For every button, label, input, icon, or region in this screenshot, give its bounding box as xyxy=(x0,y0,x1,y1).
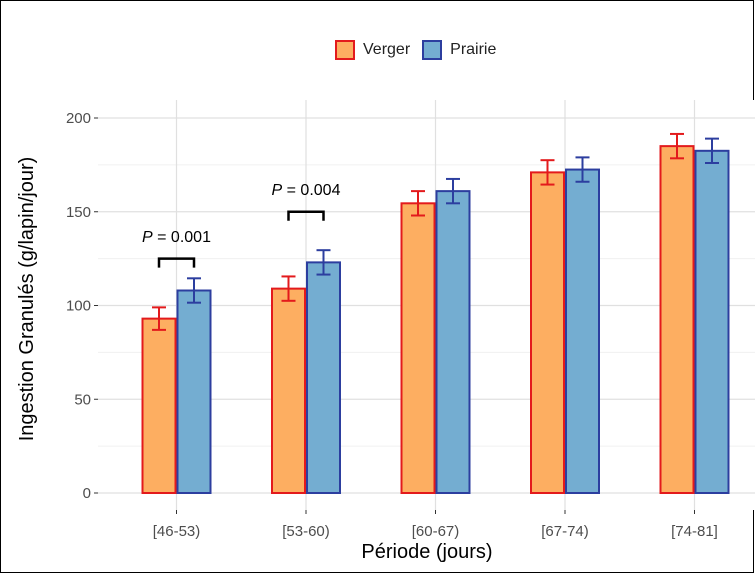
bar-prairie-0 xyxy=(176,289,212,494)
y-tick-label: 150 xyxy=(66,204,91,221)
significance-bracket-0 xyxy=(157,257,196,268)
axes: 0 50 100 150 200 [46-53) [53-60) [60-67) [67-74)… xyxy=(66,110,718,540)
x-axis-title: Période (jours) xyxy=(361,541,492,563)
y-axis-title: Ingestion Granulés (g/lapin/jour) xyxy=(16,157,38,442)
x-tick-label: [74-81] xyxy=(671,523,718,540)
bar-prairie-2 xyxy=(435,190,471,494)
error-bars xyxy=(152,132,719,331)
x-tick-label: [46-53) xyxy=(153,523,201,540)
legend-item-prairie: Prairie xyxy=(422,40,496,60)
bar-verger-3 xyxy=(530,171,565,494)
bar-verger-2 xyxy=(400,202,436,494)
bar-verger-4 xyxy=(659,145,695,494)
bar-verger-0 xyxy=(141,317,177,494)
y-tick-label: 0 xyxy=(83,485,91,502)
legend-key-verger xyxy=(335,40,355,60)
p-value-label-0: P = 0.001 xyxy=(142,229,211,246)
legend-item-verger: Verger xyxy=(335,40,410,60)
bar-prairie-1 xyxy=(306,261,341,494)
bar-prairie-4 xyxy=(694,149,730,494)
x-tick-label: [67-74) xyxy=(541,523,589,540)
legend-label-prairie: Prairie xyxy=(450,41,497,58)
x-tick-label: [53-60) xyxy=(282,523,330,540)
legend-key-prairie xyxy=(422,40,443,60)
y-tick-label: 50 xyxy=(74,391,91,408)
significance-bracket-1 xyxy=(287,210,325,221)
y-tick-label: 100 xyxy=(66,298,91,315)
x-tick-label: [60-67) xyxy=(412,523,460,540)
annotations: P = 0.001 P = 0.004 xyxy=(142,182,341,268)
bar-prairie-3 xyxy=(565,168,600,494)
bar-verger-1 xyxy=(271,287,306,494)
legend-label-verger: Verger xyxy=(363,41,411,58)
y-tick-label: 200 xyxy=(66,110,91,127)
p-value-label-1: P = 0.004 xyxy=(272,182,341,199)
legend: Verger Prairie xyxy=(335,37,508,63)
